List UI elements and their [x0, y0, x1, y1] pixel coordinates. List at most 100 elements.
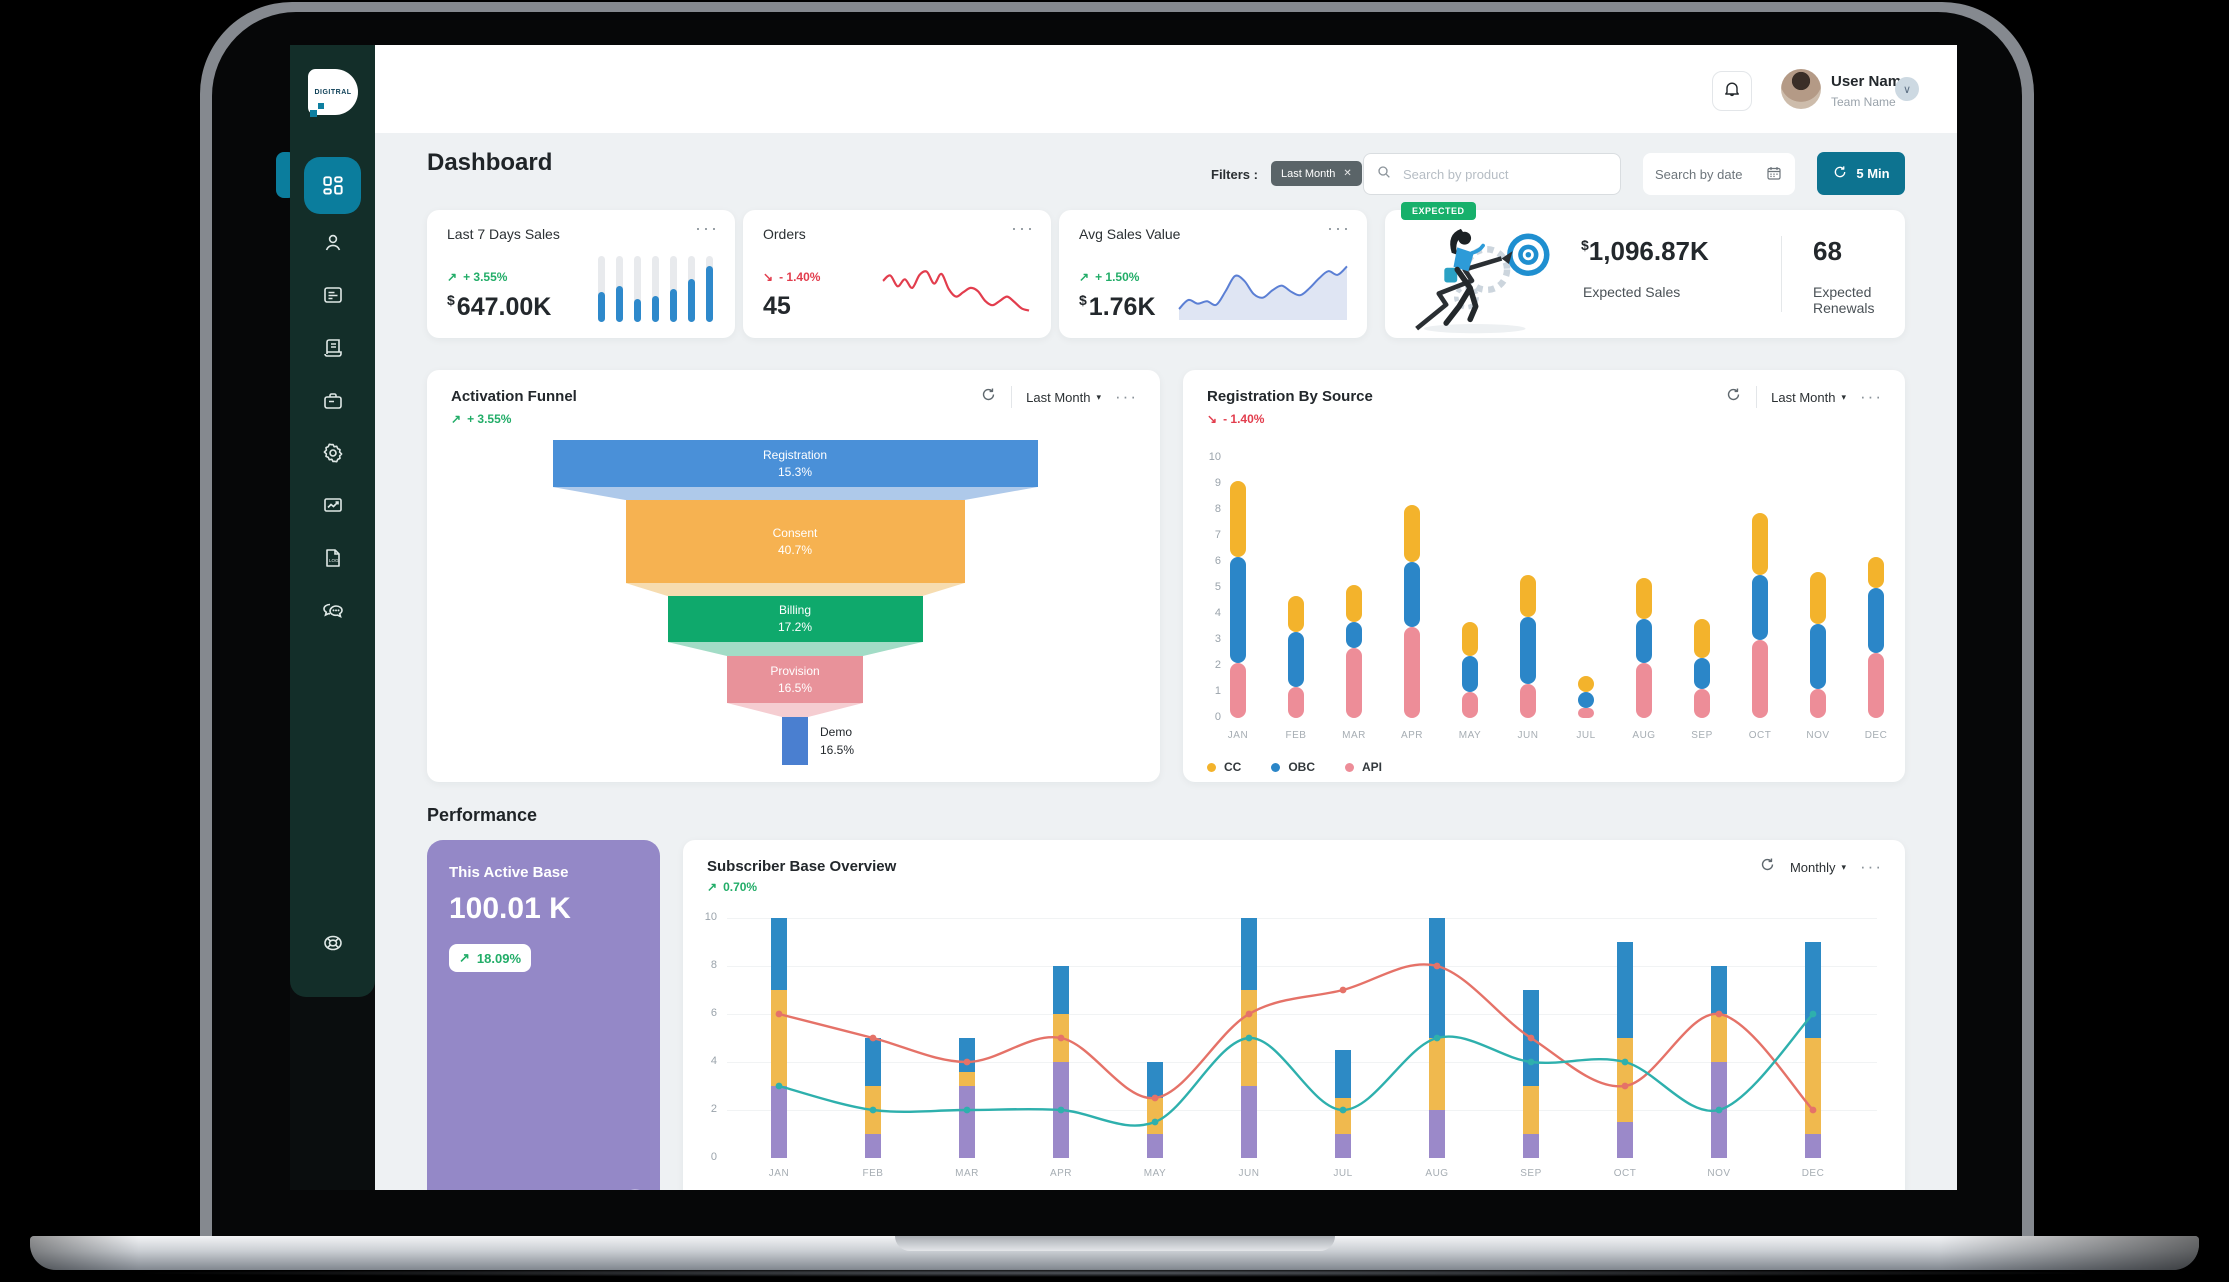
- bar-segment-yellow: [771, 990, 787, 1086]
- legend-item-api[interactable]: API: [1345, 760, 1382, 774]
- trend-up-icon: ↗: [451, 412, 462, 426]
- bar-segment-yellow: [1711, 1014, 1727, 1062]
- period-dropdown[interactable]: Last Month ▾: [1771, 389, 1847, 405]
- bar-segment-api: [1694, 689, 1710, 718]
- bar-segment-blue: [1335, 1050, 1351, 1098]
- kpi-card-last7: Last 7 Days Sales ··· ↗ + 3.55% $647.00K: [427, 210, 735, 338]
- brand-logo-text: DIGITRAL: [314, 88, 352, 96]
- more-options-icon[interactable]: ···: [1011, 218, 1035, 238]
- bar-segment-api: [1578, 707, 1594, 718]
- chart-delta: ↘ - 1.40%: [1207, 412, 1265, 426]
- laptop-screen: DIGITRAL: [290, 45, 1957, 1190]
- bar-segment-api: [1752, 640, 1768, 718]
- bar-segment-purple: [1617, 1122, 1633, 1158]
- chart-delta: ↗ + 3.55%: [451, 412, 512, 426]
- user-icon: [321, 231, 345, 255]
- chart-legend: CC OBC API: [1207, 760, 1382, 774]
- refresh-interval-button[interactable]: 5 Min: [1817, 152, 1905, 195]
- bar-segment-yellow: [1523, 1086, 1539, 1134]
- bar-segment-cc: [1346, 585, 1362, 622]
- bar-segment-obc: [1868, 588, 1884, 653]
- active-base-delta-pill: ↗ 18.09%: [449, 944, 531, 972]
- growth-illustration: [1415, 228, 1550, 334]
- bar-segment-blue: [1617, 942, 1633, 1038]
- filter-chip-last-month[interactable]: Last Month ✕: [1271, 161, 1362, 186]
- brand-logo[interactable]: DIGITRAL: [308, 69, 358, 117]
- sidebar-item-profile[interactable]: [290, 223, 375, 263]
- funnel-stage-consent: Consent 40.7%: [625, 500, 965, 583]
- more-options-icon[interactable]: ···: [695, 218, 719, 238]
- date-search[interactable]: Search by date: [1643, 153, 1795, 195]
- avatar[interactable]: [1781, 69, 1821, 109]
- active-base-title: This Active Base: [449, 864, 569, 881]
- bar-segment-yellow: [959, 1071, 975, 1086]
- bar-segment-obc: [1520, 616, 1536, 685]
- refresh-icon[interactable]: [980, 386, 997, 408]
- more-options-icon[interactable]: ···: [1860, 857, 1883, 876]
- performance-title: Performance: [427, 805, 538, 825]
- bar-segment-yellow: [1429, 1038, 1445, 1110]
- bar-segment-purple: [771, 1086, 787, 1158]
- refresh-icon[interactable]: [1759, 856, 1776, 878]
- sidebar-item-reports[interactable]: [290, 328, 375, 368]
- caret-down-icon: ▾: [1841, 861, 1847, 872]
- refresh-icon[interactable]: [1725, 386, 1742, 408]
- kpi-title: Last 7 Days Sales: [447, 226, 560, 242]
- period-dropdown[interactable]: Monthly ▾: [1789, 859, 1847, 875]
- laptop-base: [30, 1236, 2199, 1270]
- chart-title: Activation Funnel: [451, 388, 577, 405]
- search-input[interactable]: [1401, 165, 1608, 183]
- gear-icon: [321, 441, 345, 465]
- funnel-stage-registration: Registration 15.3%: [552, 440, 1038, 487]
- legend-item-obc[interactable]: OBC: [1271, 760, 1315, 774]
- bar-segment-api: [1404, 627, 1420, 718]
- bar-segment-blue: [1429, 918, 1445, 1038]
- sidebar-item-analytics[interactable]: [290, 485, 375, 525]
- sidebar-item-logs[interactable]: LOG: [290, 538, 375, 578]
- mini-bar: [634, 256, 641, 322]
- divider: [1781, 236, 1782, 312]
- bar-segment-blue: [1711, 966, 1727, 1014]
- trend-up-icon: ↗: [707, 880, 718, 894]
- caret-down-icon: ▾: [1096, 391, 1102, 402]
- bar-segment-obc: [1752, 575, 1768, 640]
- bar-segment-api: [1462, 692, 1478, 718]
- sidebar-item-chat[interactable]: [290, 590, 375, 630]
- bar-segment-purple: [959, 1086, 975, 1158]
- funnel-stage-demo: [782, 717, 808, 765]
- profile-menu-button[interactable]: ∨: [1895, 77, 1919, 101]
- period-dropdown[interactable]: Last Month ▾: [1026, 389, 1102, 405]
- bar-segment-obc: [1694, 658, 1710, 690]
- close-icon[interactable]: ✕: [1343, 168, 1352, 179]
- log-file-icon: LOG: [321, 546, 345, 570]
- legend-item-cc[interactable]: CC: [1207, 760, 1241, 774]
- notifications-button[interactable]: [1712, 71, 1752, 111]
- more-options-icon[interactable]: ···: [1115, 387, 1138, 406]
- refresh-icon: [1832, 164, 1848, 183]
- sidebar-item-dashboard[interactable]: [304, 157, 361, 214]
- bar-segment-yellow: [1147, 1098, 1163, 1134]
- caret-down-icon: ▾: [1841, 391, 1847, 402]
- more-options-icon[interactable]: ···: [1327, 218, 1351, 238]
- sidebar-item-settings[interactable]: [290, 433, 375, 473]
- kpi-delta: ↗ + 1.50%: [1079, 270, 1140, 284]
- bar-segment-yellow: [1805, 1038, 1821, 1134]
- sidebar-item-news[interactable]: [290, 275, 375, 315]
- mini-bar: [616, 256, 623, 322]
- orders-sparkline: [882, 270, 1030, 312]
- bar-segment-purple: [1711, 1062, 1727, 1158]
- bar-segment-obc: [1462, 655, 1478, 692]
- chart-title: Subscriber Base Overview: [707, 858, 897, 875]
- bar-segment-cc: [1810, 572, 1826, 625]
- subscriber-base-card: Subscriber Base Overview ↗ 0.70% Monthly…: [683, 840, 1905, 1190]
- more-options-icon[interactable]: ···: [1860, 387, 1883, 406]
- trend-down-icon: ↘: [1207, 412, 1218, 426]
- bar-segment-cc: [1288, 595, 1304, 633]
- bar-segment-yellow: [1241, 990, 1257, 1086]
- bar-segment-api: [1636, 663, 1652, 718]
- sidebar-item-products[interactable]: [290, 381, 375, 421]
- bar-segment-blue: [771, 918, 787, 990]
- bar-segment-cc: [1578, 676, 1594, 692]
- sidebar-item-help[interactable]: [290, 923, 375, 963]
- bar-segment-purple: [1429, 1110, 1445, 1158]
